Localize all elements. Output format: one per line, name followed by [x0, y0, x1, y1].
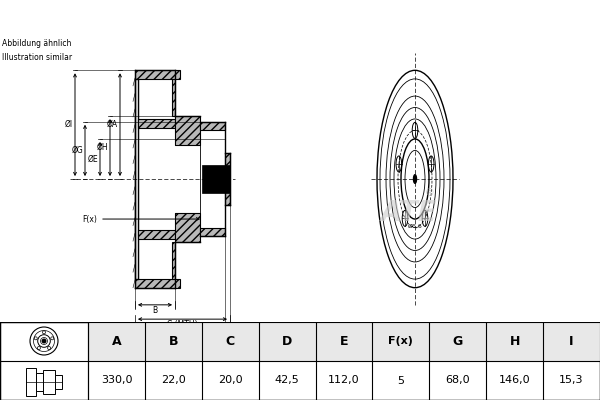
Text: 112,0: 112,0: [328, 376, 360, 386]
Bar: [200, 122, 225, 130]
Text: ØA: ØA: [107, 120, 118, 129]
Text: D: D: [177, 335, 183, 344]
Text: F(x): F(x): [82, 214, 97, 224]
Text: Illustration similar: Illustration similar: [2, 53, 72, 62]
Bar: [135, 79, 138, 279]
Text: I: I: [569, 335, 574, 348]
Text: 330,0: 330,0: [101, 376, 132, 386]
Text: ØI: ØI: [65, 120, 73, 129]
Text: A: A: [112, 335, 121, 348]
Text: ATE: ATE: [380, 199, 437, 227]
Bar: [380, 70, 450, 288]
Bar: [200, 228, 225, 236]
Text: 146,0: 146,0: [499, 376, 530, 386]
Circle shape: [41, 338, 47, 344]
Text: Ø6,6: Ø6,6: [408, 224, 423, 229]
Text: E: E: [340, 335, 348, 348]
Text: D: D: [282, 335, 292, 348]
Bar: [36, 373, 43, 391]
Text: F(x): F(x): [388, 336, 413, 346]
Text: ®: ®: [424, 188, 434, 198]
Bar: [135, 279, 180, 288]
Bar: [55, 375, 62, 389]
Bar: [88, 322, 600, 361]
Bar: [202, 165, 230, 193]
Text: C: C: [226, 335, 235, 348]
Text: 68,0: 68,0: [445, 376, 470, 386]
Bar: [172, 79, 175, 116]
Bar: [175, 116, 200, 145]
Text: 42,5: 42,5: [275, 376, 299, 386]
Text: ØG: ØG: [71, 146, 83, 155]
Bar: [172, 242, 175, 279]
Bar: [43, 370, 55, 394]
Circle shape: [413, 175, 416, 183]
Bar: [138, 230, 175, 239]
Text: 22,0: 22,0: [161, 376, 186, 386]
Text: 20,0: 20,0: [218, 376, 242, 386]
Text: 5: 5: [397, 376, 404, 386]
Text: G: G: [452, 335, 463, 348]
Bar: [135, 79, 138, 279]
Text: H: H: [509, 335, 520, 348]
Bar: [225, 153, 230, 205]
Bar: [26, 368, 36, 396]
Text: 15,3: 15,3: [559, 376, 584, 386]
Text: ØE: ØE: [88, 154, 98, 164]
Bar: [138, 119, 175, 128]
Text: B: B: [152, 306, 158, 315]
Text: ØH: ØH: [97, 143, 108, 152]
Bar: [175, 213, 200, 242]
Bar: [135, 70, 180, 79]
Text: B: B: [169, 335, 178, 348]
Text: Abbildung ähnlich: Abbildung ähnlich: [2, 39, 71, 48]
Text: C (MTH): C (MTH): [167, 320, 198, 329]
Text: 24.0122-0243.1    422243: 24.0122-0243.1 422243: [160, 8, 440, 28]
